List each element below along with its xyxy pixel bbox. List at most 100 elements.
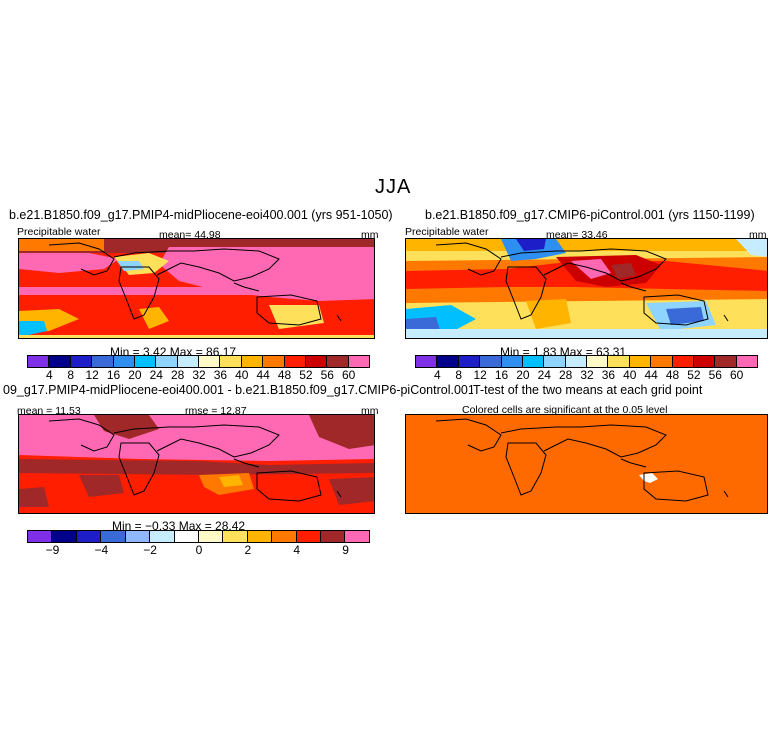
colorbar-swatch — [133, 355, 157, 368]
colorbar-swatch — [628, 355, 652, 368]
colorbar-tick-label: 12 — [85, 368, 99, 382]
colorbar-swatch — [222, 530, 248, 543]
colorbar-tick-label: 60 — [341, 368, 356, 382]
coastlines — [48, 418, 342, 502]
colorbar-swatch — [69, 355, 93, 368]
colorbar-tick-label: 2 — [244, 543, 252, 557]
colorbar-swatch — [326, 355, 349, 368]
colorbar-swatch — [304, 355, 328, 368]
tropical-atlantic-moist — [19, 253, 119, 273]
colorbar-swatch — [100, 530, 126, 543]
colorbar-tick-label: −9 — [45, 543, 60, 557]
colorbar-swatch — [246, 530, 273, 543]
colorbar-swatch — [735, 355, 758, 368]
colorbar-swatch — [692, 355, 716, 368]
coastlines — [435, 418, 729, 502]
coastlines — [435, 242, 729, 326]
colorbar-swatch — [198, 355, 221, 368]
colorbar-tick-label: −2 — [143, 543, 157, 557]
colorbar-swatch — [607, 355, 630, 368]
colorbar-swatch — [457, 355, 481, 368]
colorbar-swatch — [344, 530, 370, 543]
colorbar-swatch — [714, 355, 737, 368]
colorbar-cells — [27, 355, 370, 368]
colorbar-swatch — [51, 530, 77, 543]
colorbar-swatch — [124, 530, 151, 543]
colorbar-tick-label: 16 — [106, 368, 121, 382]
australia-driest — [666, 307, 704, 325]
western-pacific-max — [611, 263, 636, 279]
colorbar-swatch — [240, 355, 264, 368]
map-ttest — [405, 414, 768, 514]
colorbar-tick-label: 20 — [128, 368, 142, 382]
colorbar-swatch — [543, 355, 566, 368]
colorbar-swatch — [650, 355, 673, 368]
southern-band — [19, 335, 374, 338]
colorbar-swatch — [521, 355, 545, 368]
colorbar-swatch — [347, 355, 370, 368]
colorbar-tick-label: 40 — [235, 368, 249, 382]
south-pacific-west — [329, 477, 374, 505]
colorbar-tick-label: 60 — [729, 368, 744, 382]
panel-title-ttest: T-test of the two means at each grid poi… — [473, 383, 703, 397]
colorbar-tick-label: 20 — [516, 368, 530, 382]
colorbar-tick-label: 24 — [149, 368, 163, 382]
colorbar-tick-label: 32 — [192, 368, 206, 382]
southern-band — [19, 507, 374, 513]
south-atlantic-field — [79, 475, 124, 497]
south-atlantic-dry — [139, 307, 169, 329]
colorbar-tick-label: 44 — [256, 368, 270, 382]
map-picontrol — [405, 238, 768, 339]
colorbar-swatch — [500, 355, 523, 368]
colorbar-swatch — [197, 530, 224, 543]
colorbar-cells — [415, 355, 758, 368]
significant-field — [406, 415, 767, 513]
australia-dry — [269, 305, 324, 329]
sahara-driest — [117, 261, 144, 271]
colorbar-swatch — [173, 530, 199, 543]
colorbar-tick-label: 8 — [455, 368, 463, 382]
colorbar-tick-label: 32 — [580, 368, 594, 382]
sahara-driest — [516, 239, 546, 251]
colorbar-tick-label: 56 — [708, 368, 722, 382]
variable-label: Precipitable water — [405, 226, 489, 238]
southern-band — [406, 329, 767, 338]
colorbar-swatch — [176, 355, 199, 368]
panel-title-midpliocene: b.e21.B1850.f09_g17.PMIP4-midPliocene-eo… — [9, 208, 393, 222]
colorbar-swatch — [48, 355, 71, 368]
colorbar-tick-label: 28 — [170, 368, 185, 382]
north-band — [406, 239, 767, 251]
map-midpliocene — [18, 238, 375, 339]
colorbar-swatch — [112, 355, 135, 368]
colorbar-swatch — [149, 530, 175, 543]
colorbar-swatch — [155, 355, 178, 368]
colorbar-swatch — [91, 355, 114, 368]
colorbar-tick-label: −4 — [94, 543, 109, 557]
colorbar-tick-label: 44 — [644, 368, 658, 382]
colorbar-tick-label: 28 — [558, 368, 573, 382]
panel-title-picontrol: b.e21.B1850.f09_g17.CMIP6-piControl.001 … — [425, 208, 755, 222]
colorbar-tick-label: 8 — [67, 368, 75, 382]
colorbar-tick-label: 40 — [623, 368, 637, 382]
colorbar-tick-label: 56 — [320, 368, 334, 382]
colorbar-tick-label: 16 — [494, 368, 509, 382]
coastlines — [48, 242, 342, 326]
colorbar-swatch — [27, 355, 50, 368]
colorbar-tick-label: 4 — [434, 368, 441, 382]
colorbar-tick-label: 12 — [473, 368, 487, 382]
colorbar-tick-label: 9 — [342, 543, 349, 557]
colorbar-tick-label: 36 — [601, 368, 616, 382]
colorbar-swatch — [75, 530, 102, 543]
north-pacific-dry — [736, 239, 767, 257]
colorbar-swatch — [27, 530, 53, 543]
colorbar-tick-label: 4 — [46, 368, 53, 382]
colorbar-swatch — [671, 355, 694, 368]
colorbar-swatch — [586, 355, 609, 368]
colorbar-tick-label: 48 — [665, 368, 680, 382]
colorbar-swatch — [415, 355, 438, 368]
colorbar-swatch — [295, 530, 322, 543]
colorbar-swatch — [564, 355, 587, 368]
colorbar-swatch — [262, 355, 285, 368]
colorbar-tick-label: 0 — [195, 543, 203, 557]
colorbar-swatch — [219, 355, 242, 368]
